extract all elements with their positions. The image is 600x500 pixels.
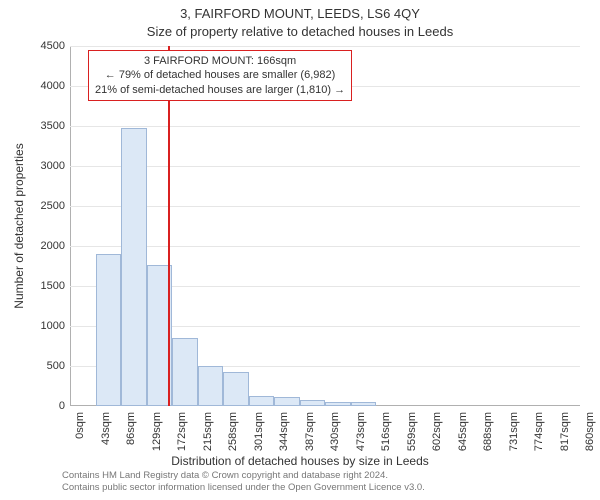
x-tick-label: 774sqm [533,412,545,451]
y-tick-label: 1500 [25,280,65,292]
x-tick-label: 602sqm [431,412,443,451]
x-tick-label: 86sqm [125,412,137,445]
chart-title-main: 3, FAIRFORD MOUNT, LEEDS, LS6 4QY [0,6,600,21]
grid-line [70,46,580,47]
x-tick-label: 430sqm [329,412,341,451]
x-tick-label: 559sqm [406,412,418,451]
histogram-bar [249,396,275,406]
histogram-bar [325,402,351,406]
y-tick-label: 2500 [25,200,65,212]
y-tick-label: 0 [25,400,65,412]
x-tick-label: 172sqm [176,412,188,451]
footer-line-1: Contains HM Land Registry data © Crown c… [62,470,425,482]
x-tick-label: 473sqm [355,412,367,451]
x-tick-label: 0sqm [74,412,86,439]
x-axis-label: Distribution of detached houses by size … [0,454,600,468]
y-tick-label: 4500 [25,40,65,52]
annotation-line: 3 FAIRFORD MOUNT: 166sqm [95,54,345,68]
grid-line [70,246,580,247]
histogram-bar [198,366,224,406]
annotation-line: ← 79% of detached houses are smaller (6,… [95,68,345,82]
y-tick-label: 3000 [25,160,65,172]
x-tick-label: 688sqm [482,412,494,451]
footer-line-2: Contains public sector information licen… [62,482,425,494]
annotation-box: 3 FAIRFORD MOUNT: 166sqm← 79% of detache… [88,50,352,101]
histogram-bar [223,372,249,406]
x-tick-label: 860sqm [584,412,596,451]
plot-area: 3 FAIRFORD MOUNT: 166sqm← 79% of detache… [70,46,580,406]
chart-title-sub: Size of property relative to detached ho… [0,24,600,39]
x-tick-label: 387sqm [304,412,316,451]
y-tick-label: 4000 [25,80,65,92]
histogram-bar [96,254,122,406]
histogram-bar [172,338,198,406]
histogram-bar [300,400,326,406]
x-tick-label: 817sqm [559,412,571,451]
x-tick-label: 344sqm [278,412,290,451]
x-tick-label: 645sqm [457,412,469,451]
grid-line [70,126,580,127]
y-axis-label: Number of detached properties [12,143,26,308]
histogram-bar [274,397,300,406]
x-tick-label: 731sqm [508,412,520,451]
x-tick-label: 43sqm [100,412,112,445]
histogram-bar [121,128,147,406]
x-tick-label: 516sqm [380,412,392,451]
x-tick-label: 215sqm [202,412,214,451]
x-tick-label: 129sqm [151,412,163,451]
y-tick-label: 2000 [25,240,65,252]
x-tick-label: 301sqm [253,412,265,451]
grid-line [70,206,580,207]
grid-line [70,166,580,167]
footer-attribution: Contains HM Land Registry data © Crown c… [62,470,425,494]
annotation-line: 21% of semi-detached houses are larger (… [95,83,345,97]
y-tick-label: 500 [25,360,65,372]
y-axis-line [70,46,71,406]
x-tick-label: 258sqm [227,412,239,451]
histogram-bar [351,402,377,406]
y-tick-label: 1000 [25,320,65,332]
y-tick-label: 3500 [25,120,65,132]
